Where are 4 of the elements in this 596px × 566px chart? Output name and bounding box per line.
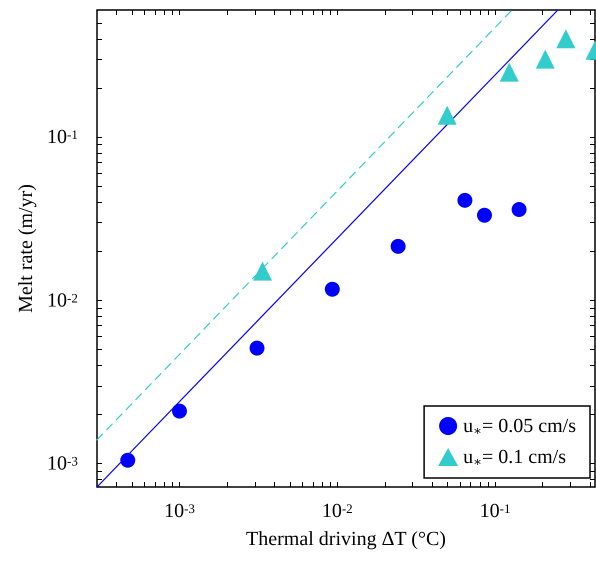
legend-label: u∗= 0.1 cm/s [463, 446, 566, 469]
y-axis-title: Melt rate (m/yr) [15, 184, 38, 313]
x-axis-title: Thermal driving ΔT (°C) [246, 528, 446, 550]
legend-label: u∗= 0.05 cm/s [463, 415, 576, 438]
